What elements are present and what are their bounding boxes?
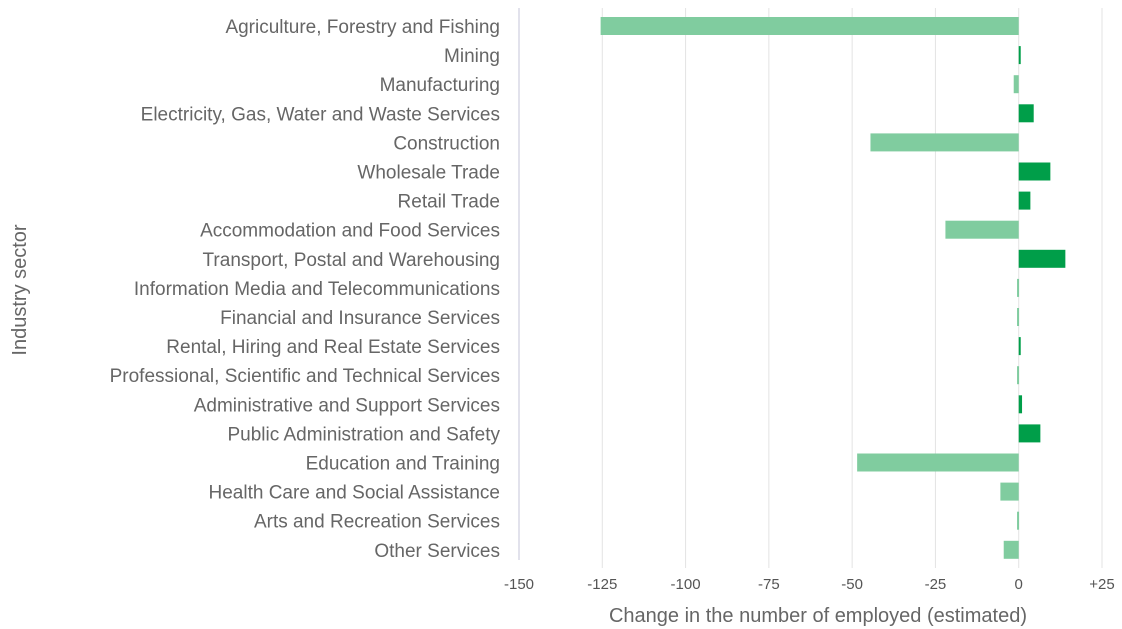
x-tick-label: +25 [1089,576,1114,593]
bar [1018,104,1034,123]
y-axis-title: Industry sector [9,224,31,356]
bar [1018,249,1066,268]
category-label: Information Media and Telecommunications [134,279,500,300]
category-label: Rental, Hiring and Real Estate Services [166,337,500,358]
bar [1017,308,1020,326]
category-label: Mining [444,46,500,67]
bar [1018,162,1051,181]
x-tick-label: -75 [758,576,780,593]
category-label: Arts and Recreation Services [254,512,500,533]
category-label: Manufacturing [380,75,500,96]
category-label: Professional, Scientific and Technical S… [110,366,500,387]
bar [1018,46,1021,65]
category-label: Other Services [374,541,500,562]
x-tick-label: -25 [925,576,947,593]
category-label: Financial and Insurance Services [220,308,500,329]
category-label: Retail Trade [398,192,500,213]
x-tick-label: -150 [504,576,534,593]
category-label: Wholesale Trade [357,163,500,184]
category-label: Electricity, Gas, Water and Waste Servic… [141,104,500,125]
bar [857,453,1019,472]
x-axis-title: Change in the number of employed (estima… [609,605,1027,627]
x-tick-label: 0 [1015,576,1023,593]
bar [1000,482,1019,501]
x-tick-label: -125 [587,576,617,593]
category-label: Education and Training [306,454,500,475]
category-label: Construction [393,133,500,154]
x-tick-label: -50 [841,576,863,593]
category-label: Public Administration and Safety [228,424,501,445]
category-label: Accommodation and Food Services [200,221,500,242]
bar [1018,337,1021,356]
category-labels: Agriculture, Forestry and Fishing Mining M… [110,17,501,562]
category-label: Health Care and Social Assistance [209,483,501,504]
bar [1003,540,1019,559]
x-tick-label: -100 [671,576,701,593]
bar [945,220,1019,239]
bar [1017,278,1020,297]
bar [1017,366,1020,385]
bar [870,133,1019,152]
bars [600,17,1066,559]
bar [1018,191,1031,210]
category-label: Transport, Postal and Warehousing [203,250,500,271]
bar [1013,75,1019,94]
bar [1018,395,1023,414]
bar [1018,424,1041,443]
bar [1017,511,1020,530]
category-label: Agriculture, Forestry and Fishing [225,17,500,38]
x-tick-labels: -150 -125 -100 -75 -50 -25 0 +25 [504,576,1115,593]
category-label: Administrative and Support Services [194,395,500,416]
gridlines [601,8,1103,568]
bar [600,17,1019,35]
